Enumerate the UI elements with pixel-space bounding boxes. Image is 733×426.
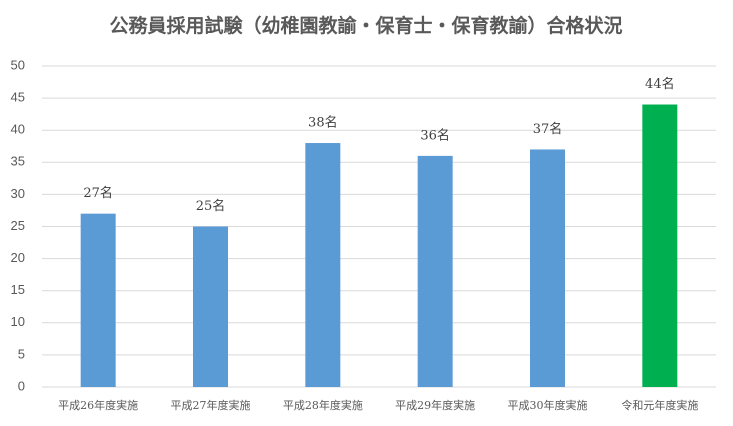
value-label: 37名 (533, 121, 563, 137)
y-tick-label: 20 (11, 250, 25, 265)
value-label: 38名 (308, 115, 338, 131)
x-tick-label: 令和元年度実施 (621, 398, 698, 412)
x-tick-label: 平成26年度実施 (58, 398, 138, 412)
y-tick-label: 10 (11, 314, 25, 329)
y-tick-label: 25 (11, 218, 25, 233)
bar (305, 143, 341, 387)
y-tick-label: 5 (18, 346, 25, 361)
value-label: 27名 (83, 185, 113, 201)
bar (417, 155, 453, 387)
y-tick-label: 0 (18, 378, 25, 393)
x-tick-label: 平成30年度実施 (508, 398, 588, 412)
y-tick-label: 30 (11, 186, 25, 201)
bar (642, 104, 678, 388)
x-tick-label: 平成29年度実施 (395, 398, 475, 412)
value-label: 25名 (196, 198, 226, 214)
value-label: 44名 (645, 76, 675, 92)
bar (530, 149, 565, 387)
x-tick-label: 平成27年度実施 (171, 398, 251, 412)
bar (80, 213, 116, 387)
chart-title: 公務員採用試験（幼稚園教諭・保育士・保育教諭）合格状況 (109, 14, 622, 37)
x-tick-label: 平成28年度実施 (283, 398, 363, 412)
value-label: 36名 (420, 127, 450, 143)
y-tick-label: 35 (11, 154, 25, 169)
y-tick-label: 40 (11, 122, 25, 137)
y-tick-label: 45 (11, 90, 25, 105)
y-tick-label: 50 (11, 57, 25, 72)
y-tick-label: 15 (11, 282, 25, 297)
bar (193, 226, 228, 387)
